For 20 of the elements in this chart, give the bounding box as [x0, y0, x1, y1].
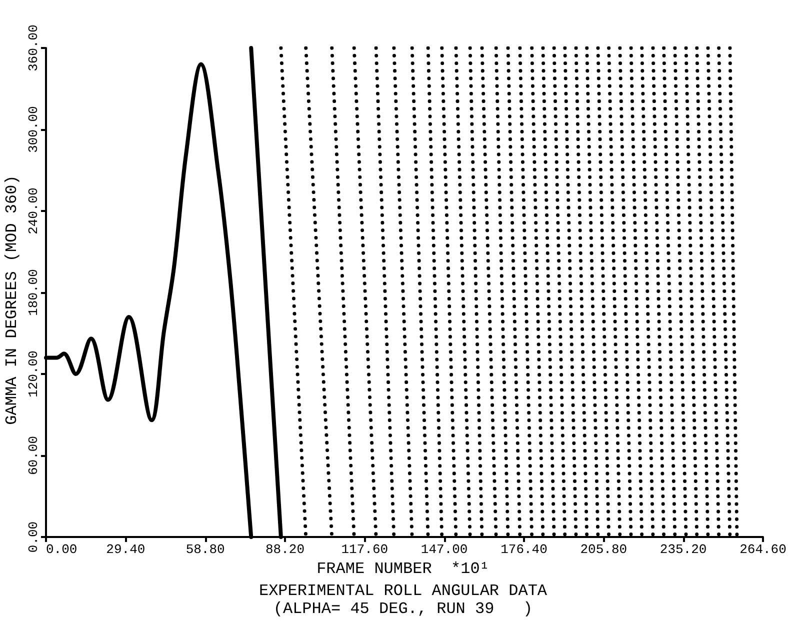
- text: (ALPHA= 45 DEG., RUN 39 ): [273, 600, 533, 618]
- x-tick-label: 29.40: [106, 542, 146, 557]
- x-tick-label: 0.00: [46, 542, 78, 557]
- x-tick-label: 147.00: [420, 542, 468, 557]
- x-axis-title: FRAME NUMBER *10¹: [316, 560, 490, 578]
- text: EXPERIMENTAL ROLL ANGULAR DATA: [258, 582, 548, 600]
- y-tick-label: 360.00: [26, 24, 41, 72]
- x-tick-label: 235.20: [660, 542, 707, 557]
- y-tick-label: 60.00: [26, 436, 41, 476]
- x-tick-label: 264.60: [740, 542, 786, 557]
- y-tick-label: 240.00: [26, 188, 41, 234]
- y-axis-title: GAMMA IN DEGREES (MOD 360): [3, 175, 21, 425]
- y-tick-label: 120.00: [26, 350, 41, 398]
- x-tick-label: 176.40: [500, 542, 548, 557]
- y-tick-label: 300.00: [26, 106, 41, 153]
- x-tick-label: 88.20: [265, 542, 305, 557]
- x-tick-label: 205.80: [580, 542, 628, 557]
- y-tick-label: 180.00: [26, 269, 41, 316]
- x-tick-label: 117.60: [341, 542, 388, 557]
- x-tick-label: 58.80: [186, 542, 225, 557]
